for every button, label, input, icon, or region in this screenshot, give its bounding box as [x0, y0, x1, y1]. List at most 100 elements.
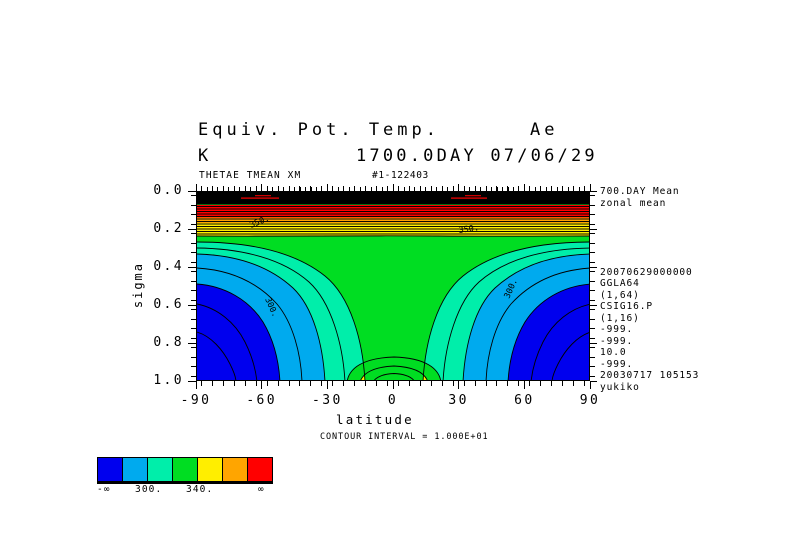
x-tick-label-4: 30 — [448, 393, 469, 408]
y-tick-minor-right — [590, 337, 595, 339]
annotation-spacer-6 — [600, 255, 750, 267]
y-tick-minor-right — [590, 328, 595, 330]
y-tick-label-4: 0.8 — [153, 335, 184, 350]
y-tick-minor-right — [590, 214, 595, 216]
y-tick-major-2 — [188, 266, 196, 268]
y-tick-right-5 — [590, 380, 597, 382]
annotation-spacer-2 — [600, 209, 750, 221]
annotation-column: 700.DAY Mean zonal mean 20070629000000 GGL… — [600, 186, 750, 393]
x-tick-minor — [540, 381, 542, 386]
colorbar-swatch-0 — [98, 458, 123, 481]
y-tick-right-4 — [590, 342, 597, 344]
units-label: K — [198, 146, 213, 166]
y-tick-minor-right — [590, 299, 595, 301]
annotation-line-15: -999. — [600, 358, 634, 370]
annotation-line-9: (1,64) — [600, 289, 640, 301]
x-tick-minor — [584, 381, 586, 386]
x-tick-minor — [200, 381, 202, 386]
annotation-line-1: zonal mean — [600, 197, 667, 209]
x-tick-minor — [474, 381, 476, 386]
x-tick-minor — [562, 381, 564, 386]
x-tick-top-5 — [523, 184, 526, 191]
annotation-line-7: 20070629000000 — [600, 266, 693, 278]
x-tick-minor — [408, 381, 410, 386]
y-tick-minor-right — [590, 204, 595, 206]
y-tick-major-3 — [188, 304, 196, 306]
x-tick-minor — [452, 381, 454, 386]
y-tick-minor-right — [590, 366, 595, 368]
x-tick-major-2 — [326, 381, 329, 389]
x-tick-minor — [419, 381, 421, 386]
x-tick-minor — [244, 381, 246, 386]
colorbar-legend — [97, 457, 273, 482]
y-tick-minor-right — [590, 261, 595, 263]
x-tick-minor — [387, 381, 389, 386]
x-tick-minor — [397, 381, 399, 386]
annotation-line-13: -999. — [600, 335, 634, 347]
x-tick-label-3: 0 — [387, 393, 399, 408]
x-tick-minor — [376, 381, 378, 386]
corner-label: Ae — [530, 120, 559, 140]
annotation-line-8: GGLA64 — [600, 278, 640, 289]
colorbar-swatch-1 — [123, 458, 148, 481]
y-tick-label-5: 1.0 — [153, 373, 184, 388]
x-tick-label-1: -60 — [246, 393, 277, 408]
y-tick-major-0 — [188, 190, 196, 192]
x-tick-major-5 — [523, 381, 526, 389]
contour-label-350-right: 350. — [458, 223, 480, 236]
x-tick-label-5: 60 — [514, 393, 535, 408]
x-tick-minor — [288, 381, 290, 386]
x-tick-top-0 — [195, 184, 197, 191]
x-tick-minor — [463, 381, 465, 386]
page-title: Equiv. Pot. Temp. — [198, 120, 440, 140]
colorbar-min-label: -∞ — [97, 484, 111, 495]
annotation-spacer-4 — [600, 232, 750, 244]
x-tick-major-4 — [458, 381, 460, 389]
annotation-line-0: 700.DAY Mean — [600, 186, 680, 197]
annotation-line-12: -999. — [600, 324, 634, 335]
x-tick-top-1 — [261, 184, 263, 191]
x-tick-minor — [310, 381, 312, 386]
y-tick-minor-right — [590, 195, 595, 197]
x-tick-label-2: -30 — [311, 393, 343, 408]
annotation-line-16: 20030717 105153 — [600, 370, 700, 381]
y-tick-major-4 — [188, 342, 196, 344]
x-tick-top-3 — [392, 184, 394, 191]
y-tick-minor-right — [590, 233, 595, 235]
x-tick-top-4 — [458, 184, 460, 191]
x-tick-minor — [266, 381, 268, 386]
y-tick-right-3 — [590, 304, 597, 306]
colorbar-swatches — [97, 457, 273, 482]
y-tick-minor-right — [590, 318, 595, 320]
y-tick-minor-right — [590, 242, 595, 244]
x-tick-minor — [507, 381, 509, 386]
colorbar-swatch-3 — [173, 458, 198, 481]
contour-interval-note: CONTOUR INTERVAL = 1.000E+01 — [320, 432, 489, 442]
colorbar-swatch-6 — [248, 458, 272, 481]
x-tick-major-3 — [392, 381, 394, 389]
x-tick-minor — [233, 381, 235, 386]
variable-line: THETAE TMEAN XM — [199, 170, 302, 181]
x-tick-major-1 — [261, 381, 263, 389]
y-tick-minor-right — [590, 356, 595, 358]
x-tick-minor — [321, 381, 323, 386]
x-tick-minor — [441, 381, 443, 386]
x-axis-title: latitude — [336, 412, 414, 427]
annotation-line-17: yukiko — [600, 381, 640, 393]
contour-plot-area: 350. 350. 300. 300. — [196, 191, 590, 381]
colorbar-swatch-4 — [198, 458, 223, 481]
x-tick-top-2 — [326, 184, 329, 191]
y-tick-major-1 — [188, 228, 196, 230]
x-tick-minor — [255, 381, 257, 386]
y-tick-right-1 — [590, 228, 597, 230]
colorbar-tick-label-300: 300. — [135, 484, 163, 495]
x-tick-major-0 — [195, 381, 197, 389]
time-label: 1700.0DAY 07/06/29 — [356, 146, 598, 166]
x-tick-minor — [343, 381, 345, 386]
y-tick-right-2 — [590, 266, 597, 268]
x-tick-minor — [299, 381, 301, 386]
colorbar-tick-label-340: 340. — [186, 484, 214, 495]
y-tick-right-0 — [590, 190, 597, 192]
x-tick-minor — [518, 381, 520, 386]
y-tick-minor-right — [590, 375, 595, 377]
